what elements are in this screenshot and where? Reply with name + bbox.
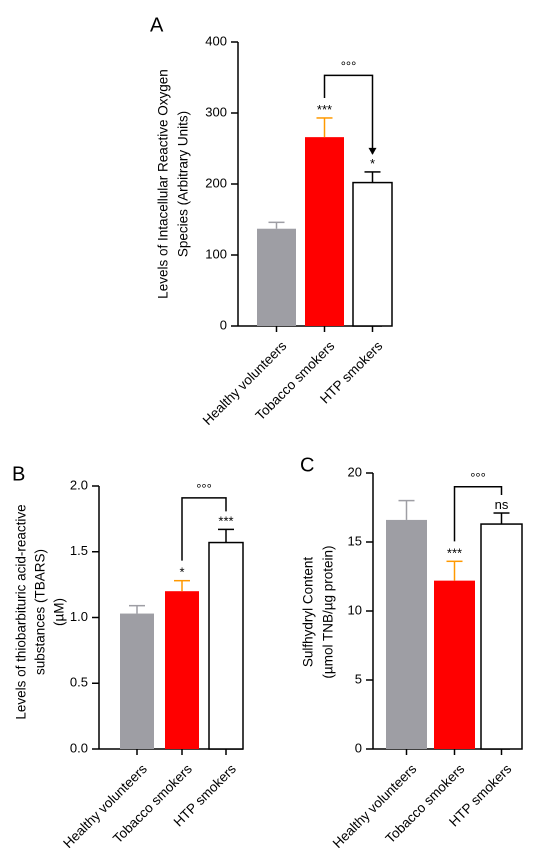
bracket-arrow [368,147,377,155]
bar [120,613,154,749]
y-tick-label: 0.0 [70,740,88,755]
y-tick-label: 1.0 [70,609,88,624]
category-label: Tobacco smokers [110,761,195,846]
y-tick-label: 15 [348,533,362,548]
y-axis-label: (µmol TNB/µg protein) [321,545,336,678]
significance-label: *** [447,545,462,560]
comparison-bracket [453,486,503,542]
y-axis-label: substances (TBARS) [33,549,48,675]
comparison-bracket [323,74,374,154]
comparison-label: °°° [196,481,212,496]
y-axis-label: (µM) [52,598,67,626]
y-tick-label: 300 [205,104,227,119]
significance-label: *** [218,513,233,528]
y-tick-label: 100 [205,246,227,261]
bar [434,580,475,749]
bar [480,523,523,750]
category-label: Healthy volunteers [60,761,150,851]
panel-b: B 0.0 0.5 1.0 1.5 2.0 Levels of thiobarbituric… [12,463,244,851]
bar [257,228,296,326]
y-tick-label: 0.5 [70,675,88,690]
category-label: Healthy volunteers [330,761,420,851]
panel-letter: A [150,14,164,36]
y-axis-label: Species (Arbitrary Units) [176,111,191,257]
panel-a: A 0 100 200 300 400 Levels of Intacellular Rea… [150,14,393,428]
bar [352,181,393,327]
y-tick-label: 2.0 [70,477,88,492]
panel-letter: B [12,463,25,485]
significance-label: *** [317,102,332,117]
significance-label: ns [495,497,509,512]
y-axis-label: Levels of thiobarbituric acid-reactive [14,504,29,719]
bar [305,137,344,326]
y-axis-label: Levels of Intacellular Reactive Oxygen [156,69,171,299]
bar [165,591,199,749]
category-label: Healthy volunteers [200,338,290,428]
y-tick-label: 20 [348,464,362,479]
significance-label: * [370,156,375,171]
y-tick-label: 5 [355,671,362,686]
y-tick-label: 0 [220,317,227,332]
bar [208,541,244,750]
y-tick-label: 0 [355,740,362,755]
y-axis-label: Sulfhydryl Content [301,557,316,668]
significance-label: * [179,565,184,580]
comparison-bracket [181,497,227,561]
y-tick-label: 200 [205,175,227,190]
panel-c: C 0 5 10 15 20 Sulfhydryl Content (µmol TNB/µg … [300,454,523,851]
comparison-label: °°° [470,470,486,485]
comparison-label: °°° [341,58,357,73]
y-tick-label: 1.5 [70,543,88,558]
y-tick-label: 10 [348,602,362,617]
y-tick-label: 400 [205,33,227,48]
panel-letter: C [300,454,314,476]
bar [386,519,427,749]
